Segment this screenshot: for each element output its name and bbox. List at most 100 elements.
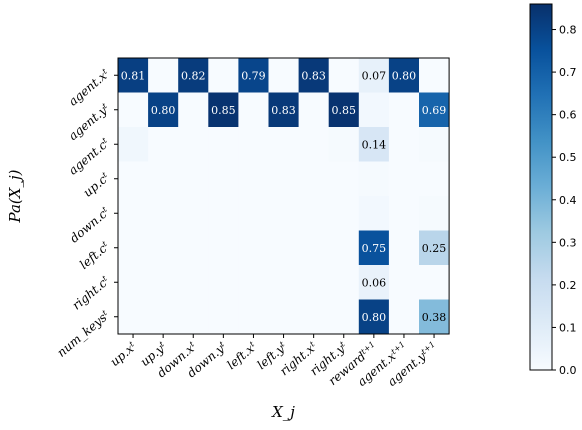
y-tick-label: down.ct (67, 204, 113, 246)
heatmap-cell (268, 265, 299, 300)
heatmap-cell (419, 58, 450, 93)
cell-value-label: 0.83 (301, 69, 326, 82)
heatmap-cell (178, 161, 209, 197)
heatmap-cell (388, 265, 420, 300)
heatmap-cell (148, 265, 179, 300)
heatmap-cell (208, 299, 239, 335)
heatmap-cell (178, 58, 209, 93)
heatmap-cell (388, 92, 420, 128)
heatmap-cell (298, 299, 330, 335)
heatmap-cell (118, 230, 149, 266)
heatmap-cells (118, 58, 450, 335)
heatmap-cell (328, 127, 360, 162)
cell-value-label: 0.80 (392, 69, 417, 82)
heatmap-cell (208, 265, 239, 300)
heatmap-cell (148, 58, 179, 93)
heatmap-cell (388, 58, 420, 93)
heatmap-cell (358, 299, 390, 335)
heatmap-cell (268, 196, 299, 231)
heatmap-cell (358, 92, 390, 128)
y-axis-label: Pa(X_j) (6, 169, 24, 223)
heatmap-cell (148, 92, 179, 128)
heatmap-cell (118, 161, 149, 197)
heatmap-cell (358, 127, 390, 162)
cell-value-label: 0.06 (362, 276, 387, 289)
heatmap-cell (419, 92, 450, 128)
heatmap-cell (178, 127, 209, 162)
heatmap-cell (328, 230, 360, 266)
heatmap-cell (388, 299, 420, 335)
y-tick-label: num_keyst (54, 307, 112, 359)
heatmap-cell (268, 299, 299, 335)
cell-value-label: 0.25 (422, 242, 447, 255)
x-axis-label: X_j (271, 403, 295, 421)
cell-value-label: 0.75 (362, 242, 387, 255)
heatmap-cell (419, 127, 450, 162)
heatmap-cell (178, 265, 209, 300)
heatmap-cell (238, 299, 269, 335)
heatmap-cell (178, 299, 209, 335)
heatmap-cell (358, 196, 390, 231)
heatmap-cell (178, 230, 209, 266)
heatmap-cell (208, 196, 239, 231)
colorbar-tick-label: 0.0 (559, 364, 577, 377)
heatmap-cell (358, 58, 390, 93)
colorbar-tick-label: 0.1 (559, 321, 577, 334)
heatmap-cell (298, 127, 330, 162)
heatmap-cell (208, 127, 239, 162)
y-tick-label: right.ct (69, 273, 112, 313)
heatmap-cell (238, 58, 269, 93)
cell-value-label: 0.85 (332, 104, 357, 117)
heatmap-cell (388, 127, 420, 162)
heatmap-cell (238, 230, 269, 266)
heatmap-cell (298, 161, 330, 197)
heatmap-cell (298, 196, 330, 231)
heatmap-cell (148, 196, 179, 231)
heatmap-cell (118, 265, 149, 300)
cell-annotations: 0.81 0.82 0.79 0.83 0.07 0.80 0.80 0.85 0.83 0.85… (121, 69, 447, 324)
heatmap-cell (268, 58, 299, 93)
cell-value-label: 0.14 (362, 138, 387, 151)
y-tick-label: up.ct (80, 169, 112, 199)
heatmap-cell (268, 161, 299, 197)
heatmap-cell (148, 127, 179, 162)
heatmap-cell (358, 230, 390, 266)
cell-value-label: 0.83 (271, 104, 296, 117)
heatmap-cell (298, 58, 330, 93)
heatmap-cell (419, 196, 450, 231)
heatmap-cell (419, 299, 450, 335)
heatmap-cell (238, 265, 269, 300)
heatmap-cell (419, 230, 450, 266)
heatmap-cell (268, 127, 299, 162)
colorbar-tick-label: 0.8 (559, 24, 577, 37)
x-tick-label: left.xt (224, 339, 260, 372)
heatmap-cell (118, 127, 149, 162)
heatmap-cell (419, 161, 450, 197)
heatmap-cell (118, 58, 149, 93)
cell-value-label: 0.85 (211, 104, 236, 117)
heatmap-cell (148, 299, 179, 335)
heatmap-cell (298, 265, 330, 300)
heatmap-cell (328, 58, 360, 93)
colorbar-tick-label: 0.6 (559, 109, 577, 122)
heatmap-cell (208, 230, 239, 266)
heatmap-cell (238, 161, 269, 197)
heatmap-cell (298, 230, 330, 266)
heatmap-cell (238, 196, 269, 231)
colorbar-gradient (529, 3, 553, 371)
heatmap-cell (148, 161, 179, 197)
cell-value-label: 0.81 (121, 69, 146, 82)
heatmap-cell (328, 299, 360, 335)
cell-value-label: 0.69 (422, 104, 447, 117)
cell-value-label: 0.80 (151, 104, 176, 117)
heatmap-cell (238, 127, 269, 162)
heatmap-cell (118, 92, 149, 128)
heatmap-cell (328, 265, 360, 300)
heatmap-cell (118, 196, 149, 231)
cell-value-label: 0.38 (422, 311, 447, 324)
colorbar-tick-label: 0.4 (559, 194, 577, 207)
colorbar-tick-label: 0.3 (559, 236, 577, 249)
heatmap-cell (298, 92, 330, 128)
colorbar-tick-label: 0.2 (559, 279, 577, 292)
